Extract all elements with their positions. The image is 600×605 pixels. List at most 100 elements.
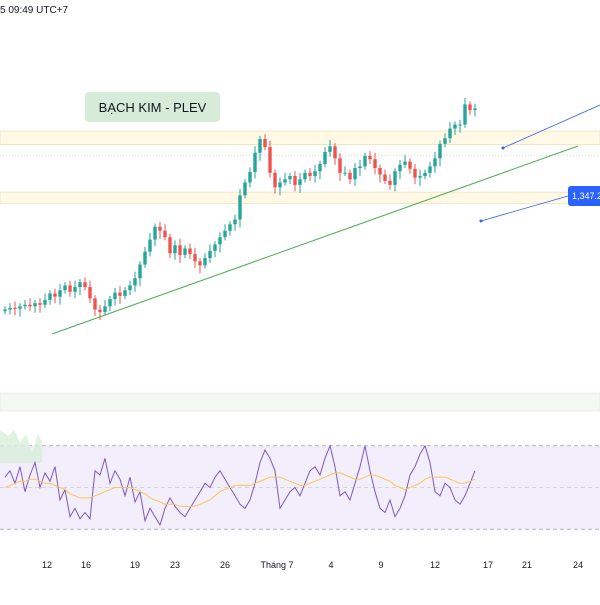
candle-body	[133, 278, 136, 285]
candle-body	[328, 146, 331, 152]
price-zone-2	[0, 192, 600, 203]
x-tick-label: 12	[430, 560, 440, 570]
candle-body	[468, 104, 471, 110]
candle-body	[163, 231, 166, 237]
candle-body	[178, 245, 181, 255]
candle-body	[408, 162, 411, 169]
candle-body	[118, 293, 121, 296]
x-tick-label: 12	[42, 560, 52, 570]
candle-body	[98, 310, 101, 312]
candle-body	[313, 171, 316, 176]
candle-body	[248, 172, 251, 182]
projection-arrow-up-start	[502, 147, 505, 150]
candle-body	[213, 244, 216, 250]
candle-body	[38, 303, 41, 305]
candle-body	[68, 285, 71, 291]
price-zone-1	[0, 131, 600, 145]
candle-body	[298, 179, 301, 185]
candle-body	[243, 182, 246, 195]
x-tick-label: 26	[220, 560, 230, 570]
candle-body	[48, 293, 51, 299]
candle-body	[383, 174, 386, 180]
candle-body	[28, 305, 31, 307]
candle-body	[333, 146, 336, 158]
candle-body	[338, 158, 341, 172]
x-tick-label: 17	[483, 560, 493, 570]
candle-body	[23, 305, 26, 307]
candle-body	[343, 173, 346, 174]
candle-body	[373, 159, 376, 168]
candle-body	[58, 290, 61, 296]
candle-body	[128, 285, 131, 290]
candle-body	[83, 282, 86, 287]
candle-body	[353, 168, 356, 179]
candle-body	[388, 181, 391, 185]
candle-body	[258, 139, 261, 153]
candle-body	[238, 195, 241, 219]
candle-body	[253, 153, 256, 172]
candle-body	[173, 245, 176, 253]
candle-body	[208, 251, 211, 258]
candle-body	[358, 166, 361, 168]
candle-body	[168, 237, 171, 253]
candle-body	[368, 156, 371, 159]
candle-body	[303, 173, 306, 179]
candle-body	[103, 306, 106, 312]
candle-body	[348, 173, 351, 179]
candle-body	[138, 265, 141, 279]
projection-arrow-down-start	[480, 220, 483, 223]
candle-body	[148, 240, 151, 252]
candle-body	[123, 290, 126, 296]
x-tick-label: 9	[378, 560, 383, 570]
candle-body	[393, 171, 396, 185]
candle-body	[418, 176, 421, 178]
candle-body	[13, 308, 16, 309]
candle-body	[403, 162, 406, 165]
candle-body	[188, 248, 191, 254]
candle-body	[378, 168, 381, 174]
candle-body	[453, 125, 456, 129]
x-tick-label: 21	[522, 560, 532, 570]
candle-body	[63, 285, 66, 290]
candle-body	[278, 182, 281, 187]
x-tick-label: 4	[328, 560, 333, 570]
candle-body	[363, 156, 366, 166]
candle-body	[448, 129, 451, 139]
candle-body	[458, 125, 461, 126]
candle-body	[443, 138, 446, 144]
candle-body	[428, 166, 431, 172]
candle-body	[438, 144, 441, 158]
candle-body	[203, 258, 206, 265]
x-tick-label: 24	[573, 560, 583, 570]
candle-body	[143, 252, 146, 265]
pane-separator-band	[0, 393, 600, 411]
candle-body	[308, 173, 311, 176]
candle-body	[228, 224, 231, 230]
candle-body	[398, 165, 401, 171]
candle-body	[108, 299, 111, 306]
candle-body	[113, 293, 116, 299]
candle-body	[18, 306, 21, 308]
candle-body	[263, 139, 266, 147]
rsi-indicator-pane	[0, 430, 600, 529]
candle-body	[33, 303, 36, 306]
candle-body	[78, 282, 81, 287]
candle-body	[193, 254, 196, 261]
candle-body	[323, 152, 326, 164]
candle-body	[423, 173, 426, 176]
candle-body	[473, 108, 476, 110]
candle-body	[293, 176, 296, 185]
x-tick-label: 19	[130, 560, 140, 570]
candle-body	[93, 298, 96, 309]
last-price-label: 1,347.2	[568, 186, 600, 206]
candle-body	[8, 308, 11, 310]
candle-body	[268, 147, 271, 173]
candle-body	[463, 104, 466, 124]
rsi-overbought-fill	[0, 430, 42, 463]
candle-body	[433, 158, 436, 166]
candle-body	[73, 287, 76, 292]
candle-body	[413, 169, 416, 178]
